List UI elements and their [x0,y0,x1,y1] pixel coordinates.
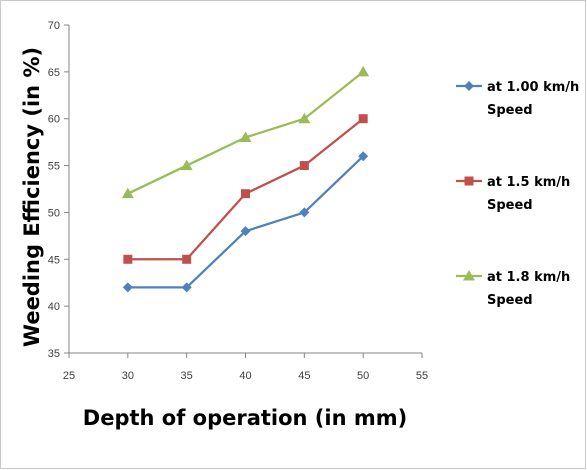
legend-label-line2: Speed [487,198,533,213]
data-point [181,282,192,293]
y-axis-title: Weeding Efficiency (in %) [20,47,44,347]
series-3 [121,65,370,199]
data-point [121,187,134,199]
series-2 [123,114,368,264]
series-1 [122,151,369,293]
y-tick-label: 60 [48,114,60,126]
legend-label: at 1.5 km/h [487,175,570,190]
legend-label-line2: Speed [487,293,533,308]
data-point [358,114,368,124]
series-layer [121,65,370,293]
x-tick-label: 40 [239,370,251,382]
y-tick-label: 45 [48,254,60,266]
data-point [182,254,192,264]
x-tick-label: 45 [298,370,310,382]
y-tick-label: 50 [48,207,60,219]
data-point [241,189,250,199]
x-axis-title: Depth of operation (in mm) [83,406,407,430]
data-point [358,151,369,162]
data-point [298,112,311,124]
data-point [299,161,309,171]
x-tick-label: 55 [416,370,428,382]
y-tick-label: 65 [48,67,60,79]
axes: 35 40 45 50 55 60 65 70 25 30 35 40 45 50 55 [48,20,428,382]
data-point [122,282,133,293]
legend-marker [464,81,474,91]
data-point [357,65,370,77]
y-tick-label: 55 [48,161,60,173]
data-point [240,226,251,237]
x-tick-label: 30 [122,370,134,382]
data-point [299,207,310,218]
legend-marker [464,176,474,186]
data-point [123,254,133,264]
legend-label-line2: Speed [487,103,533,118]
y-tick-label: 35 [48,348,60,360]
x-tick-label: 50 [357,370,369,382]
legend-entry: at 1.00 km/h Speed [456,80,579,118]
legend-label: at 1.8 km/h [487,270,570,285]
data-point [239,131,252,142]
legend-entry: at 1.5 km/h Speed [456,175,570,213]
data-point [180,159,193,171]
x-tick-label: 25 [63,370,75,382]
y-tick-label: 70 [48,20,60,32]
legend-entry: at 1.8 km/h Speed [456,270,570,308]
x-tick-label: 35 [181,370,193,382]
y-tick-label: 40 [48,301,60,313]
legend-label: at 1.00 km/h [487,80,579,95]
legend-marker [463,270,475,281]
